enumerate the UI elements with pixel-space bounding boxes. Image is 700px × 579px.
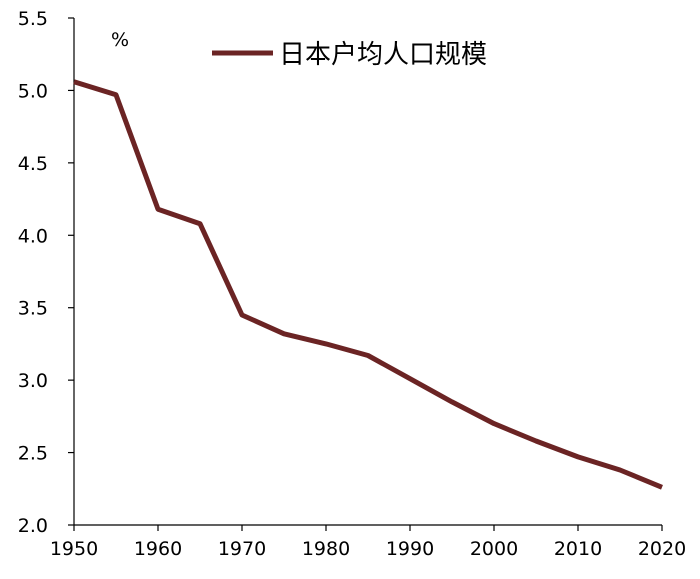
x-tick-label: 2020 [638, 538, 686, 560]
y-tick-label: 4.5 [18, 153, 48, 175]
y-tick-label: 5.5 [18, 8, 48, 30]
y-tick-label: 4.0 [18, 225, 48, 247]
y-tick-label: 3.0 [18, 370, 48, 392]
y-unit-label: % [111, 29, 129, 51]
x-tick-label: 2000 [470, 538, 518, 560]
series-line-0 [73, 79, 663, 490]
x-tick-label: 1980 [302, 538, 350, 560]
y-tick-label: 2.0 [18, 515, 48, 537]
y-ticks: 2.0 2.5 3.0 3.5 4.0 4.5 5.0 5.5 [18, 8, 74, 537]
x-tick-label: 1950 [50, 538, 98, 560]
x-tick-label: 1990 [386, 538, 434, 560]
y-tick-label: 3.5 [18, 298, 48, 320]
x-tick-label: 1960 [134, 538, 182, 560]
legend: 日本户均人口规模 [212, 40, 487, 70]
x-tick-label: 1970 [218, 538, 266, 560]
y-tick-label: 2.5 [18, 443, 48, 465]
x-ticks: 1950 1960 1970 1980 1990 2000 2010 2020 [50, 525, 686, 560]
y-tick-label: 5.0 [18, 80, 48, 102]
series-group [73, 79, 663, 490]
legend-label: 日本户均人口规模 [279, 40, 487, 70]
axes [73, 18, 662, 526]
x-tick-label: 2010 [554, 538, 602, 560]
